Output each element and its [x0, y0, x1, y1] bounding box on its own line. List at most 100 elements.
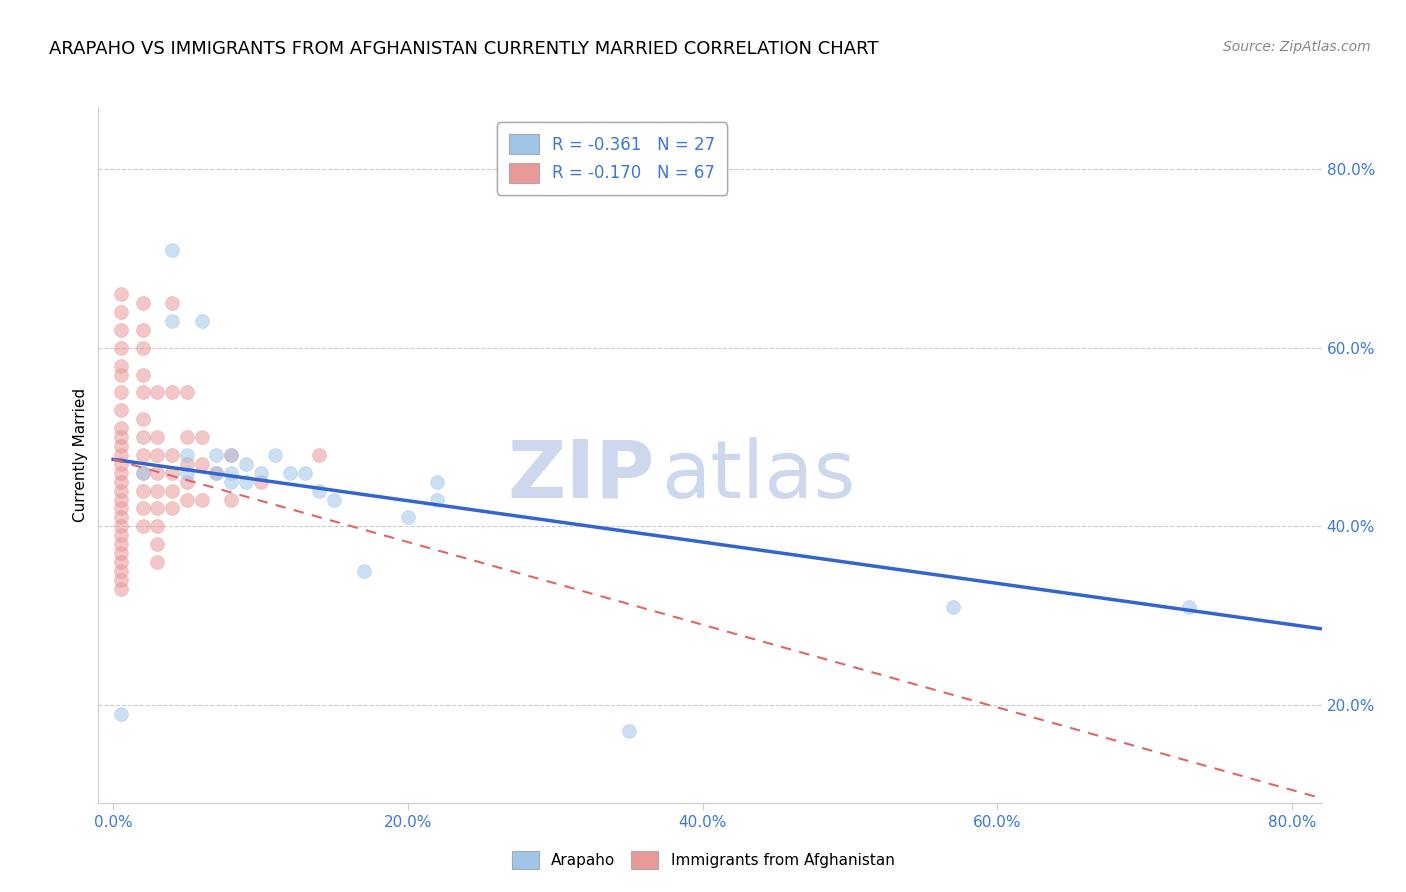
Point [219, 466, 242, 480]
Point [617, 724, 640, 739]
Point [146, 483, 169, 498]
Point [160, 314, 183, 328]
Point [235, 475, 257, 489]
Point [110, 475, 132, 489]
Point [131, 412, 153, 426]
Point [110, 359, 132, 373]
Point [160, 466, 183, 480]
Point [176, 492, 198, 507]
Point [110, 510, 132, 524]
Point [160, 448, 183, 462]
Point [205, 448, 228, 462]
Point [110, 323, 132, 337]
Point [110, 448, 132, 462]
Point [131, 368, 153, 382]
Point [110, 466, 132, 480]
Point [190, 492, 212, 507]
Point [160, 501, 183, 516]
Point [323, 492, 346, 507]
Legend: Arapaho, Immigrants from Afghanistan: Arapaho, Immigrants from Afghanistan [506, 845, 900, 875]
Point [110, 368, 132, 382]
Point [190, 314, 212, 328]
Point [131, 448, 153, 462]
Point [160, 483, 183, 498]
Point [131, 385, 153, 400]
Point [146, 448, 169, 462]
Point [110, 564, 132, 578]
Point [176, 448, 198, 462]
Point [110, 573, 132, 587]
Point [1178, 599, 1201, 614]
Point [942, 599, 965, 614]
Text: Source: ZipAtlas.com: Source: ZipAtlas.com [1223, 40, 1371, 54]
Point [110, 483, 132, 498]
Point [146, 537, 169, 551]
Point [308, 448, 330, 462]
Point [110, 492, 132, 507]
Point [146, 466, 169, 480]
Point [176, 430, 198, 444]
Point [249, 466, 271, 480]
Point [110, 555, 132, 569]
Point [110, 430, 132, 444]
Text: ARAPAHO VS IMMIGRANTS FROM AFGHANISTAN CURRENTLY MARRIED CORRELATION CHART: ARAPAHO VS IMMIGRANTS FROM AFGHANISTAN C… [49, 40, 879, 58]
Point [176, 475, 198, 489]
Point [110, 519, 132, 533]
Point [110, 305, 132, 319]
Point [110, 457, 132, 471]
Point [110, 706, 132, 721]
Text: atlas: atlas [661, 437, 855, 515]
Point [219, 475, 242, 489]
Point [308, 483, 330, 498]
Point [146, 430, 169, 444]
Legend: R = -0.361   N = 27, R = -0.170   N = 67: R = -0.361 N = 27, R = -0.170 N = 67 [498, 122, 727, 194]
Point [160, 385, 183, 400]
Point [131, 323, 153, 337]
Point [219, 448, 242, 462]
Point [110, 501, 132, 516]
Point [110, 546, 132, 560]
Point [426, 492, 449, 507]
Point [131, 430, 153, 444]
Point [110, 287, 132, 301]
Point [176, 466, 198, 480]
Point [146, 385, 169, 400]
Point [249, 475, 271, 489]
Point [205, 466, 228, 480]
Point [176, 457, 198, 471]
Point [131, 296, 153, 310]
Point [110, 421, 132, 435]
Point [160, 296, 183, 310]
Point [160, 243, 183, 257]
Point [110, 439, 132, 453]
Point [110, 537, 132, 551]
Point [131, 519, 153, 533]
Point [110, 582, 132, 596]
Y-axis label: Currently Married: Currently Married [73, 388, 89, 522]
Point [131, 341, 153, 355]
Point [110, 385, 132, 400]
Point [205, 466, 228, 480]
Point [190, 430, 212, 444]
Point [396, 510, 419, 524]
Point [219, 492, 242, 507]
Point [110, 403, 132, 417]
Point [146, 555, 169, 569]
Point [146, 519, 169, 533]
Point [110, 341, 132, 355]
Point [131, 466, 153, 480]
Text: ZIP: ZIP [508, 437, 655, 515]
Point [353, 564, 375, 578]
Point [264, 448, 287, 462]
Point [176, 385, 198, 400]
Point [131, 466, 153, 480]
Point [219, 448, 242, 462]
Point [235, 457, 257, 471]
Point [294, 466, 316, 480]
Point [110, 528, 132, 542]
Point [426, 475, 449, 489]
Point [190, 457, 212, 471]
Point [278, 466, 301, 480]
Point [131, 483, 153, 498]
Point [131, 501, 153, 516]
